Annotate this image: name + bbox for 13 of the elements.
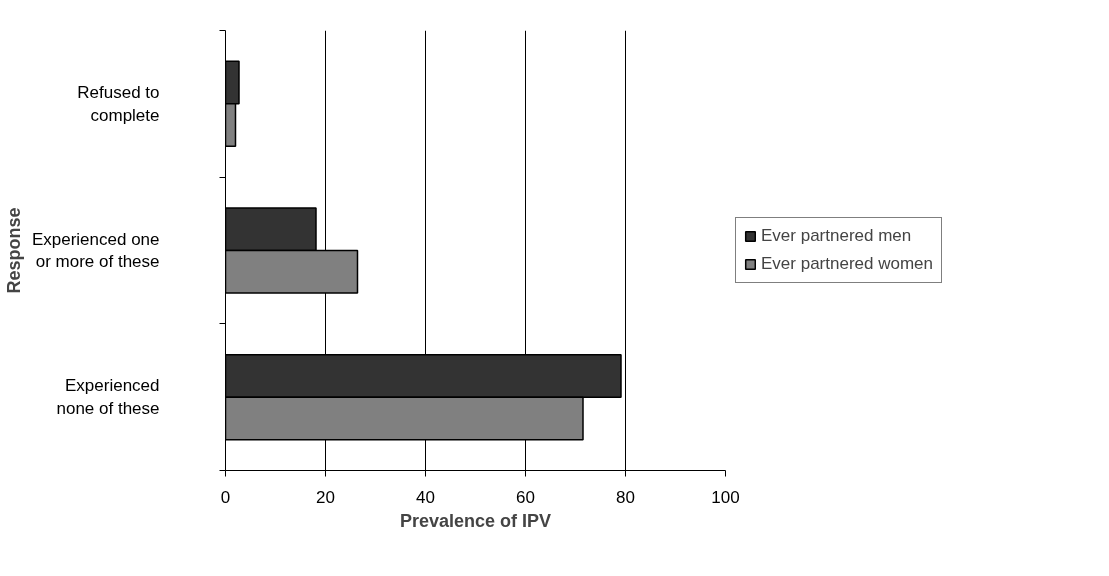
- x-tick-label: 100: [711, 487, 740, 507]
- x-tick-label: 20: [316, 487, 335, 507]
- legend-label: Ever partnered women: [761, 254, 933, 274]
- y-tick-label: Experienced one or more of these: [31, 229, 160, 272]
- y-tick-label: Refused to complete: [77, 82, 160, 125]
- x-tick-label: 0: [220, 487, 231, 507]
- x-tick-label: 80: [616, 487, 635, 507]
- y-axis-title: Response: [3, 207, 24, 294]
- legend-label: Ever partnered men: [761, 226, 912, 246]
- y-tick-label: Experienced none of these: [56, 376, 160, 419]
- x-axis-title: Prevalence of IPV: [399, 510, 552, 531]
- x-tick-label: 60: [516, 487, 535, 507]
- x-tick-label: 40: [416, 487, 435, 507]
